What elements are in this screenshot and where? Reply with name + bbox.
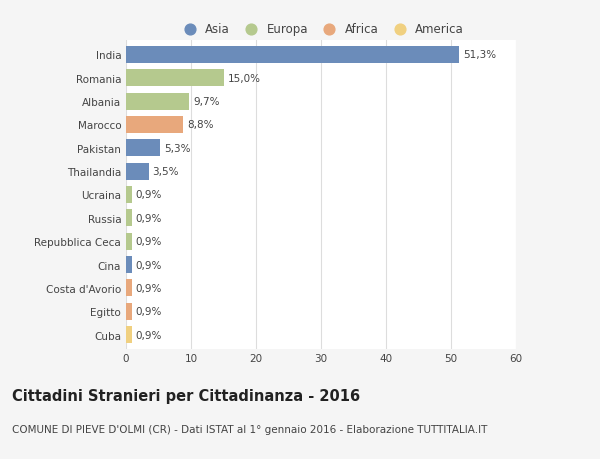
Text: 0,9%: 0,9%: [136, 213, 162, 224]
Text: 8,8%: 8,8%: [187, 120, 214, 130]
Text: 15,0%: 15,0%: [227, 73, 260, 84]
Text: 9,7%: 9,7%: [193, 97, 220, 107]
Text: 51,3%: 51,3%: [463, 50, 496, 60]
Bar: [126, 280, 132, 297]
Bar: [126, 326, 132, 343]
Bar: [126, 233, 132, 250]
Bar: [126, 140, 160, 157]
Text: 0,9%: 0,9%: [136, 307, 162, 317]
Text: 5,3%: 5,3%: [164, 144, 191, 153]
Bar: [126, 117, 183, 134]
Bar: [126, 257, 132, 274]
Bar: [126, 70, 223, 87]
Bar: [126, 47, 460, 64]
Text: 0,9%: 0,9%: [136, 260, 162, 270]
Bar: [126, 303, 132, 320]
Text: 0,9%: 0,9%: [136, 237, 162, 246]
Text: Cittadini Stranieri per Cittadinanza - 2016: Cittadini Stranieri per Cittadinanza - 2…: [12, 388, 360, 403]
Text: COMUNE DI PIEVE D'OLMI (CR) - Dati ISTAT al 1° gennaio 2016 - Elaborazione TUTTI: COMUNE DI PIEVE D'OLMI (CR) - Dati ISTAT…: [12, 425, 487, 435]
Bar: [126, 94, 189, 110]
Legend: Asia, Europa, Africa, America: Asia, Europa, Africa, America: [176, 21, 466, 39]
Text: 0,9%: 0,9%: [136, 330, 162, 340]
Text: 3,5%: 3,5%: [152, 167, 179, 177]
Text: 0,9%: 0,9%: [136, 190, 162, 200]
Text: 0,9%: 0,9%: [136, 283, 162, 293]
Bar: [126, 163, 149, 180]
Bar: [126, 187, 132, 203]
Bar: [126, 210, 132, 227]
